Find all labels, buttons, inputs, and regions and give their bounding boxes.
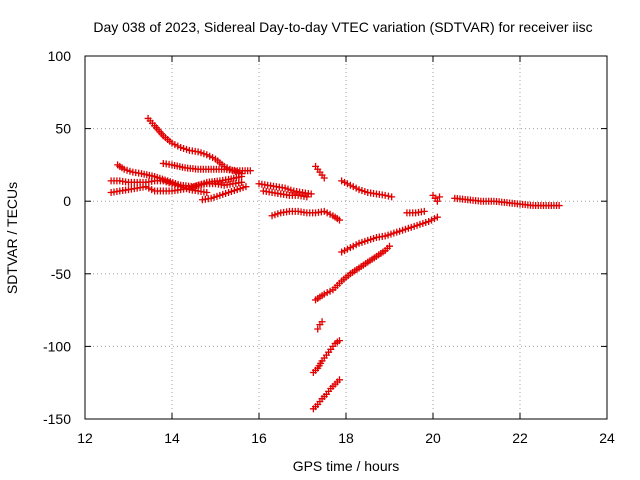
series-arc-s	[309, 376, 343, 413]
data-point	[335, 216, 343, 224]
x-tick-label: 16	[251, 430, 267, 446]
data-point	[238, 178, 246, 186]
data-point	[388, 193, 396, 201]
data-point	[314, 325, 322, 333]
series-arc-b	[159, 159, 254, 175]
series-arc-k	[338, 177, 396, 201]
series-arc-e	[107, 178, 246, 196]
data-point	[246, 167, 254, 175]
x-tick-label: 14	[164, 430, 180, 446]
series-arc-o	[312, 242, 393, 304]
series-arc-p	[338, 213, 441, 256]
y-axis-label: SDTVAR / TECUs	[4, 182, 20, 294]
y-tick-label: 50	[55, 121, 71, 137]
y-tick-label: -50	[51, 266, 71, 282]
x-axis-label: GPS time / hours	[293, 458, 400, 474]
x-tick-label: 12	[77, 430, 93, 446]
series-arc-m	[429, 191, 444, 205]
data-point	[420, 207, 428, 215]
series-arc-f	[198, 183, 250, 204]
data-point	[386, 242, 393, 250]
series-arc-g	[255, 180, 315, 198]
x-tick-label: 20	[425, 430, 441, 446]
data-point	[307, 190, 315, 198]
data-marks	[107, 114, 563, 413]
data-point	[381, 191, 389, 199]
y-tick-label: -100	[43, 338, 71, 354]
x-tick-label: 18	[338, 430, 354, 446]
series-arc-n	[451, 194, 563, 210]
series-arc-i	[268, 207, 343, 224]
data-point	[555, 202, 563, 210]
y-tick-label: 0	[63, 193, 71, 209]
grid-lines	[85, 56, 607, 419]
x-tick-label: 22	[512, 430, 528, 446]
data-point	[203, 188, 211, 196]
chart-title: Day 038 of 2023, Sidereal Day-to-day VTE…	[93, 19, 592, 35]
data-point	[318, 318, 326, 326]
series-arc-h	[259, 187, 311, 201]
x-tick-label: 24	[599, 430, 615, 446]
series-arc-l	[403, 207, 428, 217]
data-point	[303, 193, 311, 201]
axis-ticks: 12 14 16 18 20 22 24 -150 -100 -50 0 50 100	[43, 48, 615, 446]
data-point	[335, 337, 343, 345]
data-point	[433, 213, 441, 221]
y-tick-label: -150	[43, 411, 71, 427]
series-arc-r	[309, 337, 343, 377]
data-point	[335, 376, 343, 384]
y-tick-label: 100	[48, 48, 72, 64]
data-point	[433, 197, 441, 205]
data-point	[242, 183, 250, 191]
data-point	[436, 193, 444, 201]
data-point	[384, 192, 392, 200]
series-arc-j	[312, 162, 328, 182]
data-point	[320, 174, 328, 182]
series-arc-q	[314, 318, 326, 333]
